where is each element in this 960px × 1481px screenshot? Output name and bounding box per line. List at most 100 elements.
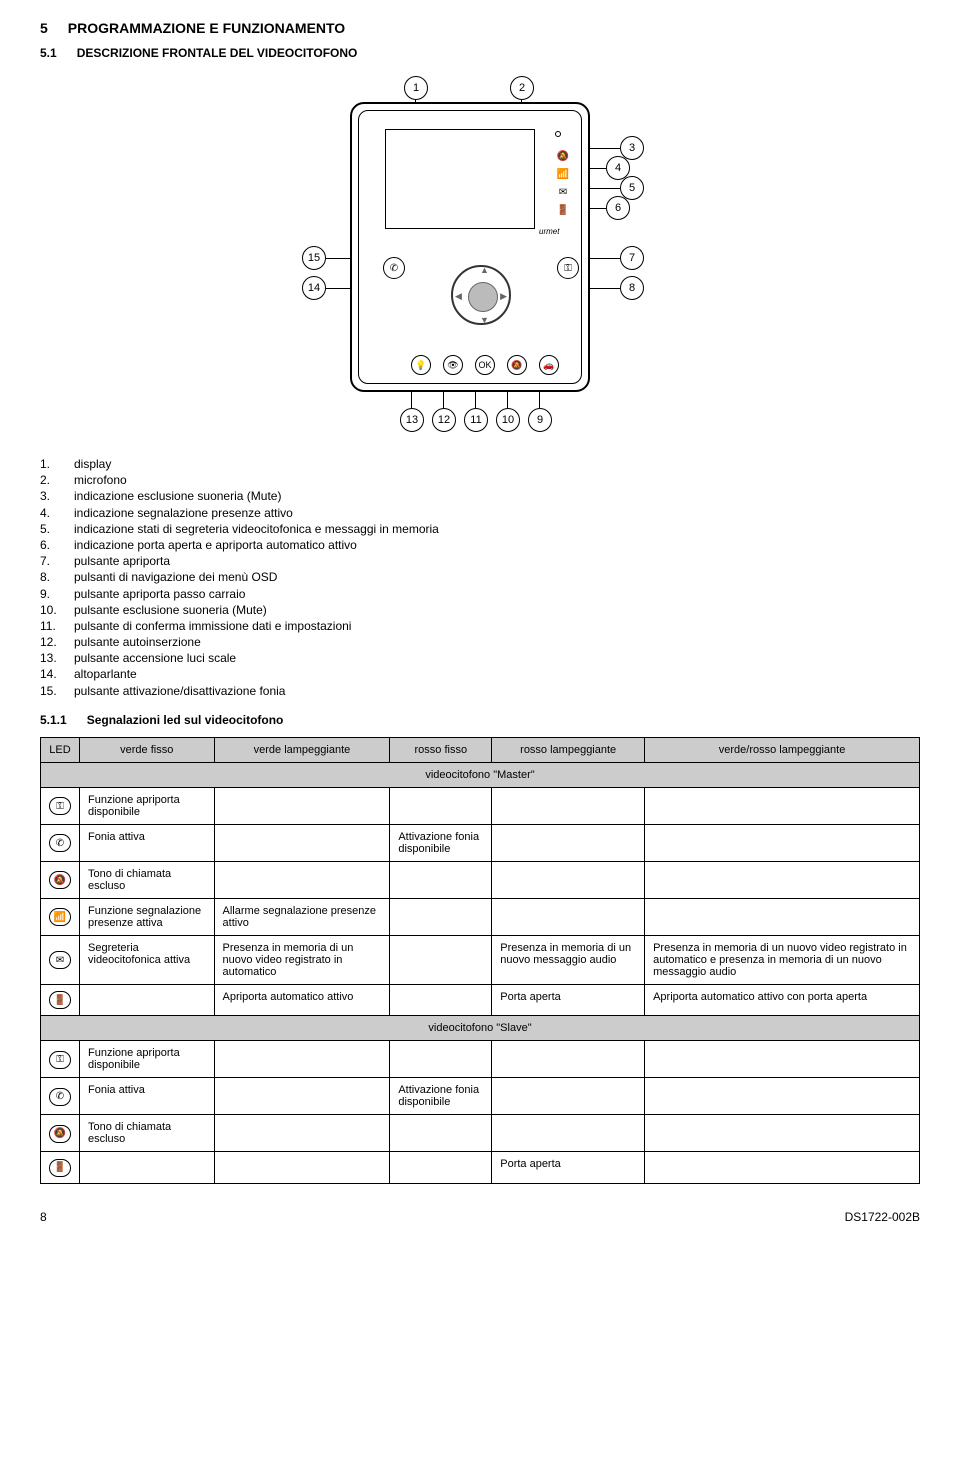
device-diagram: 1 2 3 4 5 6 7 8 9 10 11 12 13 15 14 xyxy=(240,76,720,436)
callout-6: 6 xyxy=(606,196,630,220)
table-cell xyxy=(390,1115,492,1152)
row-icon-cell: 🚪 xyxy=(41,1152,80,1184)
row-icon-cell: 🔕 xyxy=(41,1115,80,1152)
legend-text: pulsante autoinserzione xyxy=(74,634,201,650)
subsubsection-header: 5.1.1 Segnalazioni led sul videocitofono xyxy=(40,713,920,727)
legend-num: 1. xyxy=(40,456,64,472)
legend-num: 12. xyxy=(40,634,64,650)
table-cell xyxy=(492,1041,645,1078)
table-section-row: videocitofono "Master" xyxy=(41,762,920,787)
th-vf: verde fisso xyxy=(80,737,215,762)
th-vrl: verde/rosso lampeggiante xyxy=(645,737,920,762)
led-table: LED verde fisso verde lampeggiante rosso… xyxy=(40,737,920,1184)
table-row: 🔕Tono di chiamata escluso xyxy=(41,861,920,898)
subsection-header: 5.1 DESCRIZIONE FRONTALE DEL VIDEOCITOFO… xyxy=(40,46,920,60)
table-row: ✆Fonia attivaAttivazione fonia disponibi… xyxy=(41,824,920,861)
table-row: ⚿ Funzione apriporta disponibile xyxy=(41,787,920,824)
page-footer: 8 DS1722-002B xyxy=(40,1210,920,1224)
legend-text: microfono xyxy=(74,472,127,488)
table-cell xyxy=(214,1115,390,1152)
row-icon-cell: ✉ xyxy=(41,935,80,984)
th-vl: verde lampeggiante xyxy=(214,737,390,762)
legend-num: 15. xyxy=(40,683,64,699)
legend-text: indicazione porta aperta e apriporta aut… xyxy=(74,537,357,553)
table-cell: Tono di chiamata escluso xyxy=(80,1115,215,1152)
legend-row: 14. altoparlante xyxy=(40,666,920,682)
callout-13: 13 xyxy=(400,408,424,432)
light-button-icon: 💡 xyxy=(411,355,431,375)
legend-text: altoparlante xyxy=(74,666,137,682)
device-diagram-wrap: 1 2 3 4 5 6 7 8 9 10 11 12 13 15 14 xyxy=(40,76,920,436)
legend-row: 8.pulsanti di navigazione dei menù OSD xyxy=(40,569,920,585)
legend-num: 5. xyxy=(40,521,64,537)
table-cell: Fonia attiva xyxy=(80,824,215,861)
brand-label: urmet xyxy=(539,227,559,236)
alarm-icon: 📶 xyxy=(49,908,71,926)
legend-text: pulsante di conferma immissione dati e i… xyxy=(74,618,351,634)
table-cell xyxy=(390,1152,492,1184)
table-cell xyxy=(214,1152,390,1184)
microphone-icon xyxy=(555,131,561,137)
table-cell xyxy=(645,1115,920,1152)
door-icon: 🚪 xyxy=(49,1159,71,1177)
table-cell: Funzione apriporta disponibile xyxy=(80,787,215,824)
table-cell xyxy=(645,1152,920,1184)
subsubsection-number: 5.1.1 xyxy=(40,713,67,727)
table-cell xyxy=(645,1078,920,1115)
section-number: 5 xyxy=(40,20,48,36)
table-cell: Presenza in memoria di un nuovo messaggi… xyxy=(492,935,645,984)
legend-text: pulsanti di navigazione dei menù OSD xyxy=(74,569,277,585)
legend-text: pulsante apriporta passo carraio xyxy=(74,586,245,602)
doc-code: DS1722-002B xyxy=(845,1210,920,1224)
mute-icon: 🔕 xyxy=(49,1125,71,1143)
mute-button-icon: 🔕 xyxy=(507,355,527,375)
table-cell: Presenza in memoria di un nuovo video re… xyxy=(645,935,920,984)
legend-row: 5. indicazione stati di segreteria videoc… xyxy=(40,521,920,537)
table-row: ✆Fonia attivaAttivazione fonia disponibi… xyxy=(41,1078,920,1115)
nav-dial: ▲ ▼ ◀ ▶ xyxy=(451,265,511,325)
callout-2: 2 xyxy=(510,76,534,100)
legend-num: 14. xyxy=(40,666,64,682)
subsection-title: DESCRIZIONE FRONTALE DEL VIDEOCITOFONO xyxy=(77,46,358,60)
legend-num: 10. xyxy=(40,602,64,618)
subsubsection-title: Segnalazioni led sul videocitofono xyxy=(87,713,284,727)
mail-indicator-icon: ✉ xyxy=(557,187,569,197)
legend-text: indicazione segnalazione presenze attivo xyxy=(74,505,293,521)
row-icon-cell: ⚿ xyxy=(41,1041,80,1078)
table-cell: Funzione apriporta disponibile xyxy=(80,1041,215,1078)
table-section-row: videocitofono "Slave" xyxy=(41,1016,920,1041)
legend-text: indicazione stati di segreteria videocit… xyxy=(74,521,439,537)
legend-row: 6. indicazione porta aperta e apriporta a… xyxy=(40,537,920,553)
legend-num: 6. xyxy=(40,537,64,553)
device-body: 🔕 📶 ✉ 🚪 urmet ✆ ⚿ ▲ ▼ ◀ ▶ 💡 👁 OK 🔕 xyxy=(350,102,590,392)
table-cell xyxy=(214,824,390,861)
callout-10: 10 xyxy=(496,408,520,432)
key-icon: ⚿ xyxy=(49,797,71,815)
table-cell xyxy=(645,1041,920,1078)
row-icon-cell: 📶 xyxy=(41,898,80,935)
key-icon: ⚿ xyxy=(49,1051,71,1069)
table-cell: Segreteria videocitofonica attiva xyxy=(80,935,215,984)
callout-11: 11 xyxy=(464,408,488,432)
row-icon-cell: 🔕 xyxy=(41,861,80,898)
gate-button-icon: 🚗 xyxy=(539,355,559,375)
table-cell xyxy=(492,1115,645,1152)
legend-row: 4. indicazione segnalazione presenze atti… xyxy=(40,505,920,521)
table-cell xyxy=(80,984,215,1016)
table-cell xyxy=(645,898,920,935)
legend-row: 12. pulsante autoinserzione xyxy=(40,634,920,650)
legend-num: 11. xyxy=(40,618,64,634)
legend-list: 1.display2.microfono3.indicazione esclus… xyxy=(40,456,920,699)
table-cell: Attivazione fonia disponibile xyxy=(390,824,492,861)
legend-num: 4. xyxy=(40,505,64,521)
legend-text: pulsante attivazione/disattivazione foni… xyxy=(74,683,285,699)
table-row: 🔕 Tono di chiamata escluso xyxy=(41,1115,920,1152)
table-cell xyxy=(390,1041,492,1078)
legend-row: 1.display xyxy=(40,456,920,472)
legend-row: 11. pulsante di conferma immissione dati … xyxy=(40,618,920,634)
table-cell xyxy=(214,787,390,824)
row-icon-cell: 🚪 xyxy=(41,984,80,1016)
table-row: ⚿ Funzione apriporta disponibile xyxy=(41,1041,920,1078)
callout-12: 12 xyxy=(432,408,456,432)
table-cell: Apriporta automatico attivo con porta ap… xyxy=(645,984,920,1016)
